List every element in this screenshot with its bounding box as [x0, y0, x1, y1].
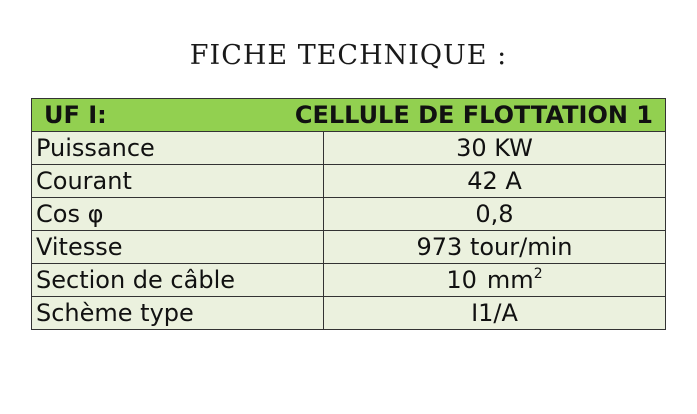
row-value: 10 mm2 [323, 263, 666, 297]
cable-section-unit: mm [486, 266, 534, 294]
cable-section-number: 10 [446, 266, 477, 294]
table-row: Schème type I1/A [31, 296, 666, 330]
row-label: Cos φ [31, 197, 324, 231]
cable-section-exponent: 2 [533, 266, 543, 282]
table-row: Puissance 30 KW [31, 131, 666, 165]
row-label: Puissance [31, 131, 324, 165]
row-label: Vitesse [31, 230, 324, 264]
table-row: Cos φ 0,8 [31, 197, 666, 231]
table-header-row: UF I: CELLULE DE FLOTTATION 1 [31, 98, 666, 132]
table-row: Section de câble 10 mm2 [31, 263, 666, 297]
row-label: Section de câble [31, 263, 324, 297]
page-title: FICHE TECHNIQUE : [189, 40, 508, 71]
equipment-name: CELLULE DE FLOTTATION 1 [294, 101, 653, 129]
row-value: 973 tour/min [323, 230, 666, 264]
unit-label: UF I: [44, 101, 107, 129]
row-label: Schème type [31, 296, 324, 330]
row-value: I1/A [323, 296, 666, 330]
table-row: Vitesse 973 tour/min [31, 230, 666, 264]
spec-table: UF I: CELLULE DE FLOTTATION 1 Puissance … [31, 98, 666, 330]
row-label: Courant [31, 164, 324, 198]
row-value: 30 KW [323, 131, 666, 165]
table-header-cell: UF I: CELLULE DE FLOTTATION 1 [31, 98, 666, 132]
table-row: Courant 42 A [31, 164, 666, 198]
row-value: 42 A [323, 164, 666, 198]
row-value: 0,8 [323, 197, 666, 231]
